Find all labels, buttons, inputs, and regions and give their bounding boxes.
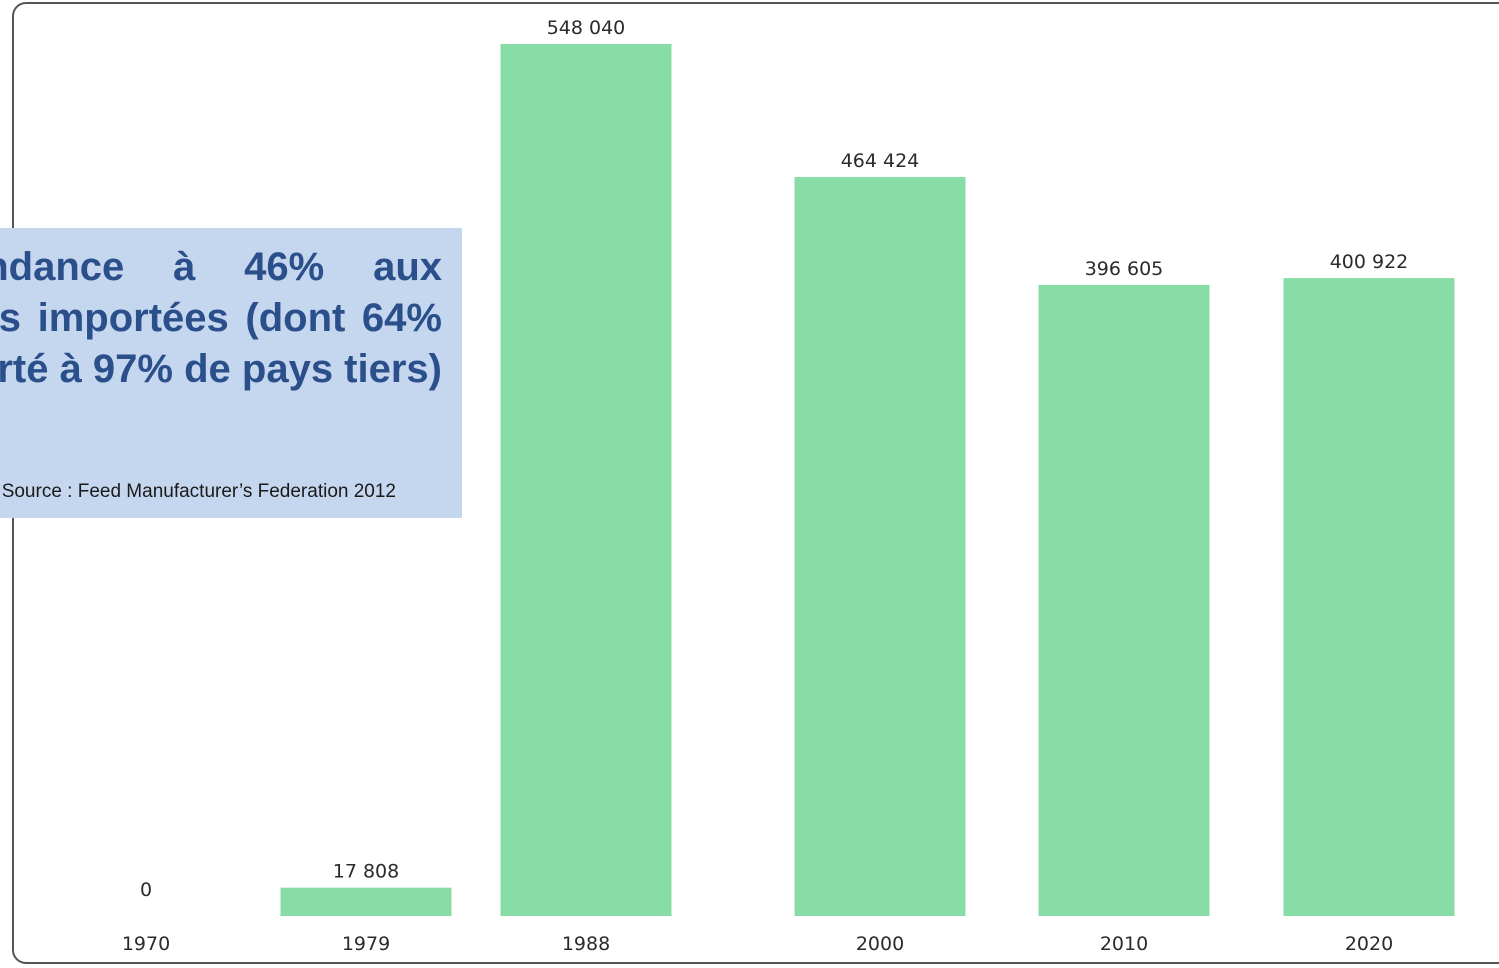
category-label-1988: 1988 (562, 933, 610, 955)
value-label-1988: 548 040 (547, 17, 626, 39)
value-label-2010: 396 605 (1085, 258, 1164, 280)
bar-2000 (794, 177, 966, 917)
value-label-1979: 17 808 (333, 861, 399, 883)
value-label-2000: 464 424 (841, 150, 920, 172)
category-label-2020: 2020 (1345, 933, 1393, 955)
value-label-1970: 0 (140, 879, 152, 901)
bar-1979 (280, 887, 452, 916)
bar-2020 (1283, 278, 1455, 916)
category-label-1979: 1979 (342, 933, 390, 955)
bar-2010 (1038, 284, 1210, 916)
callout-text: En 2012, dépendance à 46% aux protéines … (0, 245, 442, 391)
category-label-1970: 1970 (122, 933, 170, 955)
category-label-2010: 2010 (1100, 933, 1148, 955)
bar-1988 (500, 44, 672, 916)
callout-source: Source : Feed Manufacturer’s Federation … (1, 481, 396, 502)
callout-box: En 2012, dépendance à 46% aux protéines … (0, 228, 462, 518)
category-label-2000: 2000 (856, 933, 904, 955)
value-label-2020: 400 922 (1330, 251, 1409, 273)
